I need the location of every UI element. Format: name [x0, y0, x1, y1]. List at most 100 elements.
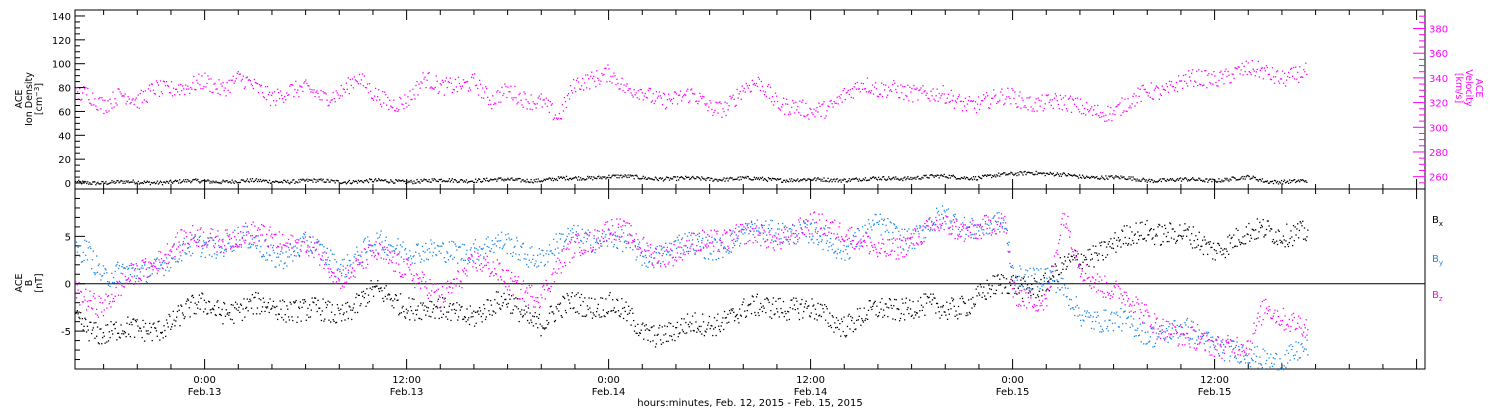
density-point — [837, 181, 839, 183]
bx-point — [168, 313, 170, 316]
density-point — [889, 177, 891, 180]
velocity-point — [824, 117, 826, 119]
velocity-point — [602, 74, 604, 76]
bx-point — [750, 303, 752, 305]
velocity-point — [392, 107, 394, 109]
by-point — [573, 224, 575, 227]
x-tick-time-label: 12:00 — [392, 375, 421, 386]
density-point — [689, 178, 691, 180]
velocity-point — [944, 102, 946, 104]
bx-point — [323, 320, 325, 322]
bx-point — [1234, 245, 1237, 247]
density-point — [739, 176, 741, 178]
bx-point — [212, 307, 214, 309]
bx-point — [1191, 232, 1193, 235]
density-point — [127, 180, 129, 182]
velocity-point — [971, 100, 974, 103]
velocity-point — [795, 101, 797, 103]
by-point — [643, 256, 645, 258]
bx-point — [892, 318, 894, 320]
density-point — [359, 180, 362, 182]
velocity-point — [325, 93, 327, 95]
density-point — [193, 178, 195, 181]
x-tick-time-label: 0:00 — [597, 375, 619, 386]
by-point — [487, 236, 489, 238]
density-point — [1066, 175, 1069, 177]
bx-point — [705, 331, 707, 333]
by-point — [443, 256, 445, 259]
velocity-point — [603, 73, 605, 76]
density-point — [1139, 180, 1141, 182]
bx-point — [531, 321, 533, 324]
density-point — [567, 179, 570, 181]
velocity-point — [962, 100, 965, 103]
velocity-point — [405, 102, 407, 104]
density-point — [87, 181, 89, 183]
by-point — [316, 238, 318, 241]
velocity-point — [187, 85, 189, 87]
bx-point — [871, 308, 873, 311]
bx-point — [240, 304, 243, 306]
bx-point — [464, 316, 466, 319]
density-point — [1269, 180, 1272, 183]
bx-point — [1095, 245, 1097, 247]
by-point — [574, 234, 577, 236]
velocity-point — [1128, 107, 1130, 109]
bx-point — [167, 326, 169, 328]
bx-point — [1007, 292, 1009, 294]
density-point — [653, 179, 656, 181]
bx-point — [973, 303, 975, 305]
velocity-point — [592, 77, 594, 79]
by-point — [706, 247, 708, 249]
by-point — [720, 242, 722, 244]
bx-point — [721, 321, 723, 324]
bx-point — [743, 298, 745, 300]
bx-point — [226, 313, 228, 315]
bx-point — [1284, 246, 1286, 248]
bx-point — [121, 333, 123, 335]
velocity-point — [996, 102, 998, 105]
velocity-point — [80, 99, 82, 101]
bx-point — [405, 308, 408, 310]
density-point — [941, 175, 943, 177]
bx-point — [577, 292, 579, 294]
velocity-point — [1143, 88, 1145, 91]
bx-point — [1254, 238, 1256, 240]
bx-point — [850, 315, 852, 318]
bx-point — [882, 316, 884, 318]
velocity-point — [707, 110, 709, 112]
bx-point — [1062, 268, 1064, 270]
by-point — [285, 251, 287, 253]
density-point — [199, 182, 201, 184]
bx-point — [922, 306, 924, 308]
velocity-point — [893, 80, 895, 82]
density-point — [685, 175, 687, 178]
bx-point — [1172, 228, 1174, 230]
density-point — [967, 178, 970, 180]
by-point — [284, 262, 286, 264]
density-point — [263, 180, 266, 182]
bx-point — [1228, 253, 1230, 255]
bx-point — [136, 319, 138, 321]
velocity-point — [770, 101, 773, 103]
velocity-point — [474, 84, 477, 87]
bx-point — [386, 298, 388, 300]
bx-point — [297, 316, 299, 318]
by-point — [290, 254, 292, 256]
by-point — [191, 234, 193, 236]
velocity-point — [1109, 113, 1111, 115]
bx-point — [475, 322, 477, 324]
density-point — [609, 176, 611, 179]
by-point — [546, 250, 548, 252]
bx-point — [295, 299, 297, 302]
velocity-point — [122, 95, 124, 97]
velocity-point — [1214, 75, 1216, 77]
bx-point — [166, 322, 169, 324]
velocity-point — [400, 97, 402, 100]
velocity-point — [552, 119, 555, 121]
x-axis-ticks — [103, 10, 1418, 369]
velocity-point — [1153, 89, 1155, 91]
velocity-point — [935, 95, 937, 97]
velocity-point — [265, 98, 268, 101]
density-point — [1120, 175, 1122, 177]
